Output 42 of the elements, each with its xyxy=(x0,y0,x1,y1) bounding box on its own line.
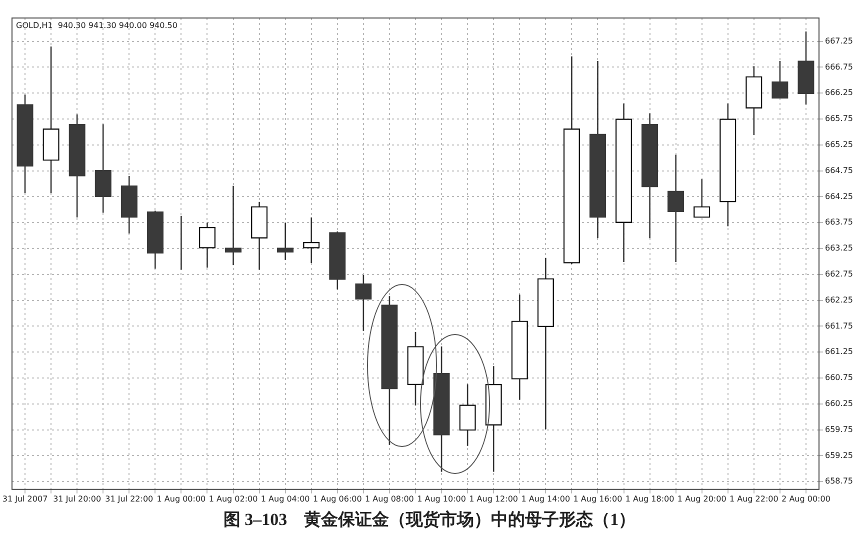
y-tick-label: 660.75 xyxy=(825,373,853,382)
candlestick xyxy=(667,154,684,263)
y-tick-label: 660.25 xyxy=(825,399,853,408)
candlestick xyxy=(277,222,294,261)
y-tick-label: 659.75 xyxy=(825,424,853,434)
x-tick-label: 1 Aug 10:00 xyxy=(417,494,466,504)
x-tick-label: 1 Aug 12:00 xyxy=(469,494,518,504)
candlestick xyxy=(224,185,242,266)
x-tick-label: 1 Aug 06:00 xyxy=(312,494,362,504)
x-tick-label: 1 Aug 08:00 xyxy=(365,494,414,504)
y-tick-label: 659.25 xyxy=(825,450,853,460)
candlestick xyxy=(459,384,476,447)
x-tick-label: 2 Aug 00:00 xyxy=(782,494,830,504)
text: 图 3–103 黄金保证金（现货市场）中的母子形态（1） xyxy=(222,509,637,531)
y-tick-label: 666.25 xyxy=(825,88,853,98)
x-tick-label: 1 Aug 04:00 xyxy=(260,494,310,504)
y-tick-label: 662.25 xyxy=(825,295,853,304)
y-tick-label: 661.25 xyxy=(825,347,853,356)
x-tick-label: 31 Jul 22:00 xyxy=(105,494,154,504)
y-tick-label: 664.75 xyxy=(825,166,853,175)
y-tick-label: 663.75 xyxy=(825,218,853,227)
y-tick-label: 664.25 xyxy=(825,192,853,201)
y-tick-label: 658.75 xyxy=(825,476,853,486)
x-tick-label: 1 Aug 22:00 xyxy=(729,494,778,504)
y-tick-label: 665.25 xyxy=(825,140,853,149)
y-tick-label: 663.25 xyxy=(825,244,853,253)
y-tick-label: 665.75 xyxy=(825,114,853,124)
x-tick-label: 1 Aug 14:00 xyxy=(521,494,570,504)
x-tick-label: 1 Aug 16:00 xyxy=(573,494,622,504)
x-tick-label: 1 Aug 00:00 xyxy=(156,494,206,504)
y-tick-label: 667.25 xyxy=(825,36,853,46)
x-tick-label: 31 Jul 20:00 xyxy=(53,494,102,504)
x-tick-label: 1 Aug 18:00 xyxy=(625,494,674,504)
y-tick-label: 661.75 xyxy=(825,321,853,330)
x-tick-label: 1 Aug 02:00 xyxy=(208,494,258,504)
y-tick-label: 666.75 xyxy=(825,62,853,72)
y-tick-label: 662.75 xyxy=(825,270,853,278)
x-tick-label: 31 Jul 2007 xyxy=(2,494,48,504)
annotation: GOLD,H1 940.30 941.30 940.00 940.50 xyxy=(16,21,178,30)
x-tick-label: 1 Aug 20:00 xyxy=(677,494,726,504)
candlestick xyxy=(198,222,216,268)
candlestick xyxy=(303,216,320,264)
